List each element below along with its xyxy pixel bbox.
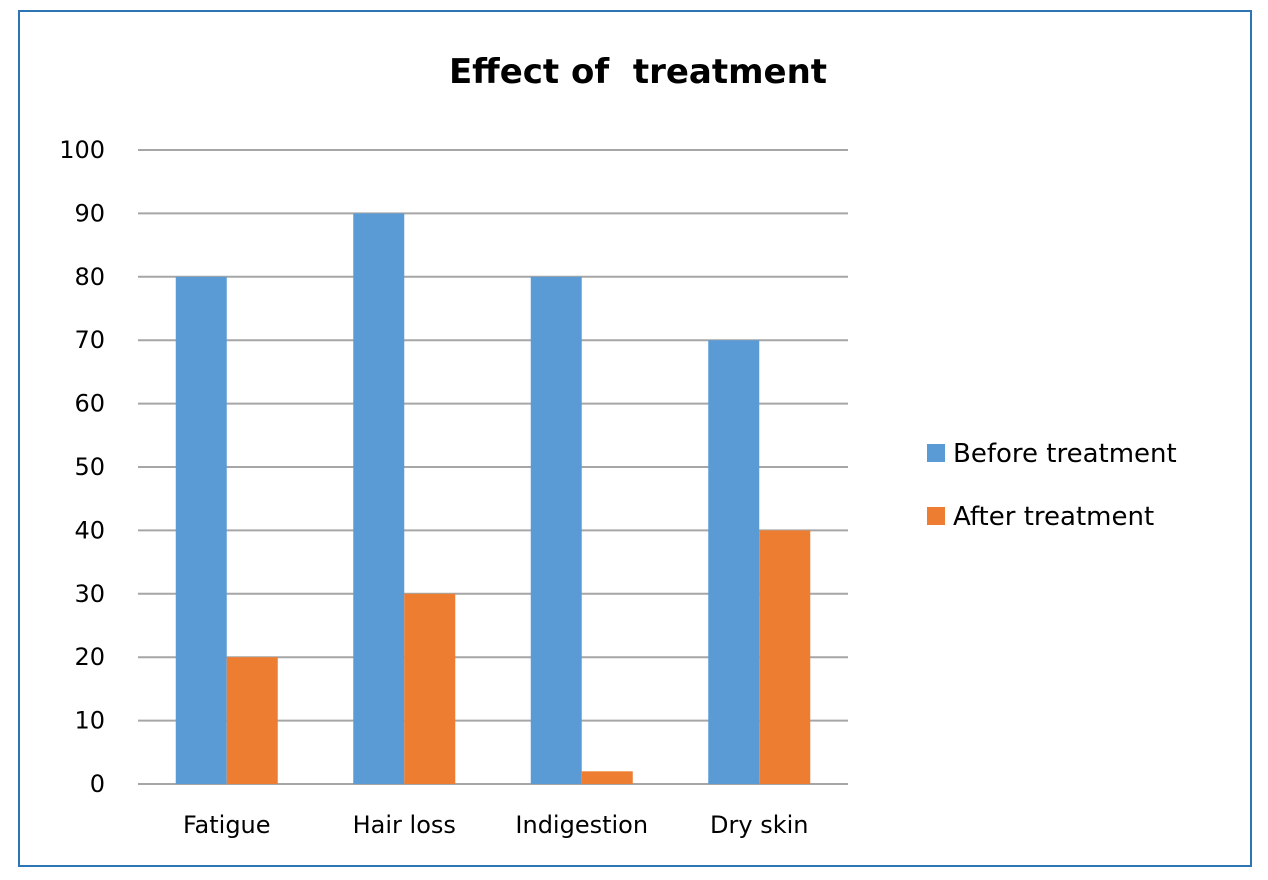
- x-tick-label: Dry skin: [710, 811, 808, 839]
- bar-after-treatment-dry-skin: [759, 530, 811, 784]
- x-tick-label: Fatigue: [183, 811, 271, 839]
- y-tick-label: 90: [74, 199, 105, 227]
- y-tick-label: 50: [74, 453, 105, 481]
- y-tick-label: 20: [74, 643, 105, 671]
- bar-before-treatment-indigestion: [530, 276, 582, 784]
- y-tick-label: 100: [59, 136, 105, 164]
- chart-title: Effect of treatment: [449, 52, 827, 92]
- legend-label: After treatment: [953, 502, 1154, 532]
- bar-before-treatment-dry-skin: [708, 340, 760, 784]
- y-tick-label: 40: [74, 516, 105, 544]
- y-axis-tick-labels: 0 10 20 30 40 50 60 70 80 90 100: [59, 136, 105, 798]
- bar-after-treatment-hair-loss: [404, 593, 456, 784]
- legend: Before treatment After treatment: [927, 439, 1177, 532]
- y-tick-label: 80: [74, 263, 105, 291]
- legend-swatch: [927, 507, 945, 525]
- y-tick-label: 60: [74, 390, 105, 418]
- bar-after-treatment-fatigue: [226, 657, 278, 784]
- y-tick-label: 10: [74, 707, 105, 735]
- bar-before-treatment-hair-loss: [353, 213, 405, 784]
- x-tick-label: Hair loss: [353, 811, 456, 839]
- y-tick-label: 30: [74, 580, 105, 608]
- y-tick-label: 70: [74, 326, 105, 354]
- bar-after-treatment-indigestion: [581, 771, 633, 784]
- bars: [175, 213, 811, 784]
- x-tick-label: Indigestion: [515, 811, 648, 839]
- bar-before-treatment-fatigue: [175, 276, 227, 784]
- legend-swatch: [927, 444, 945, 462]
- y-tick-label: 0: [90, 770, 105, 798]
- x-axis-tick-labels: Fatigue Hair loss Indigestion Dry skin: [183, 811, 809, 839]
- legend-label: Before treatment: [953, 439, 1177, 469]
